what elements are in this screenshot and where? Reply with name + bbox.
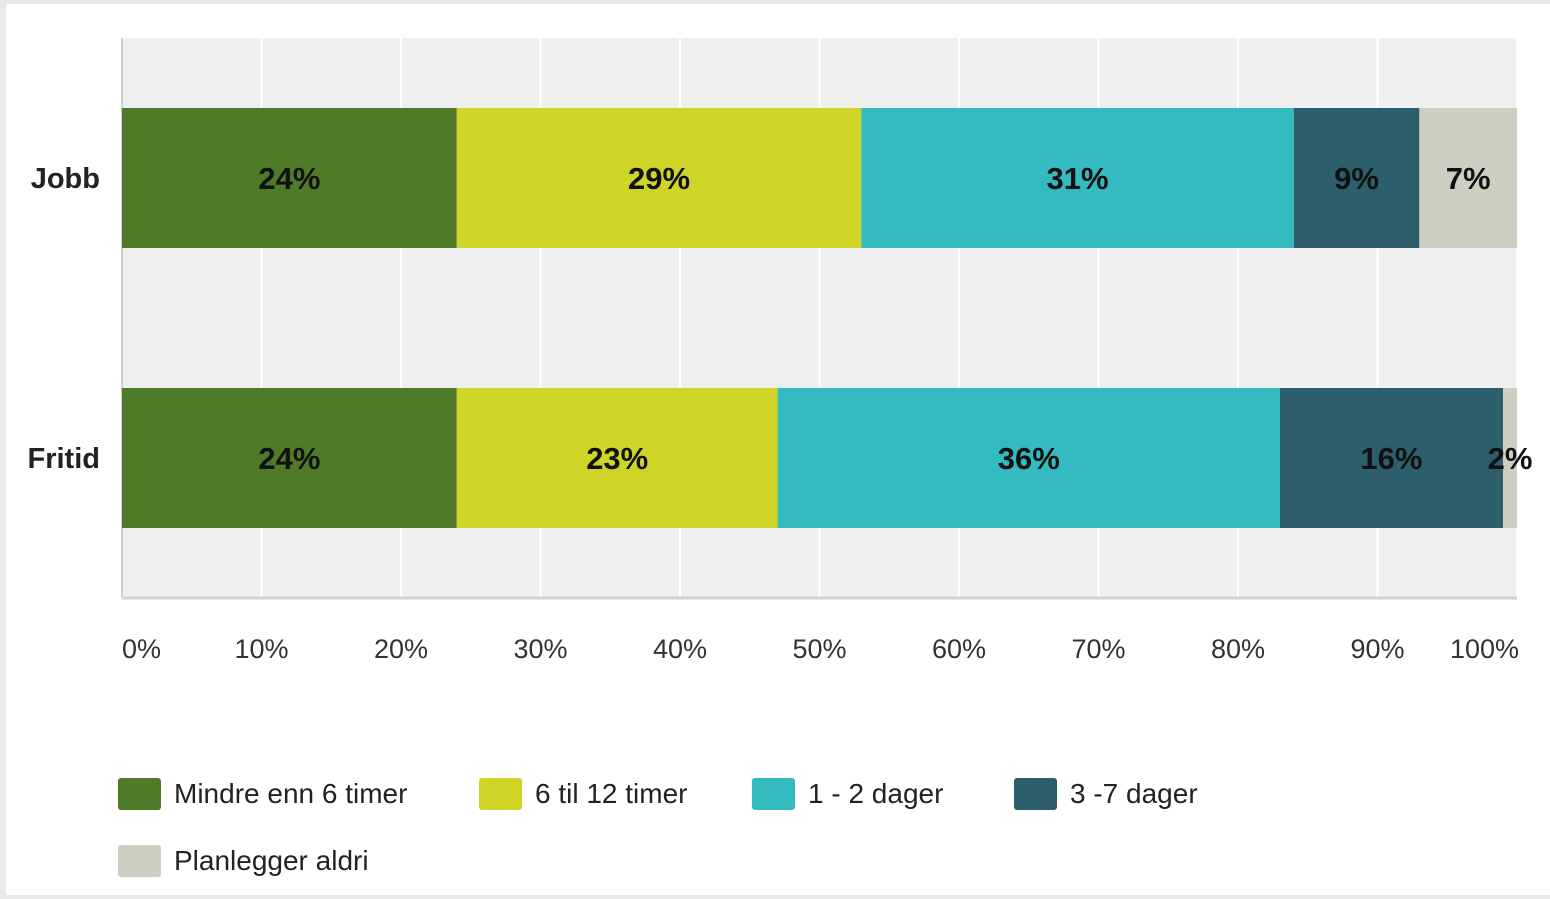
bar-segment [122, 388, 457, 528]
bar-segment [861, 108, 1294, 248]
legend-swatch [752, 778, 795, 810]
bar-segment [1279, 388, 1504, 528]
x-tick-label: 60% [932, 634, 986, 664]
data-label: 23% [586, 441, 648, 476]
legend-label: 1 - 2 dager [808, 778, 943, 809]
x-tick-label: 100% [1450, 634, 1519, 664]
legend-label: 3 -7 dager [1070, 778, 1198, 809]
x-tick-label: 50% [792, 634, 846, 664]
x-tick-labels: 0% 10% 20% 30% 40% 50% 60% 70% 80% 90% 100% [122, 634, 1519, 664]
bar-segment [1503, 388, 1517, 528]
value-labels: 24% 29% 31% 9% 7% 24% 23% 36% 16% 2% [258, 161, 1532, 476]
x-tick-label: 0% [122, 634, 161, 664]
x-tick-label: 40% [653, 634, 707, 664]
data-label: 24% [258, 161, 320, 196]
data-label: 36% [998, 441, 1060, 476]
bar-segment [1419, 108, 1517, 248]
bar-segment [122, 108, 457, 248]
data-label: 16% [1360, 441, 1422, 476]
x-tick-label: 30% [513, 634, 567, 664]
legend-label: 6 til 12 timer [535, 778, 688, 809]
data-label: 2% [1488, 441, 1533, 476]
legend-swatch [118, 845, 161, 877]
data-label: 7% [1446, 161, 1491, 196]
x-tick-label: 10% [234, 634, 288, 664]
bars [122, 108, 1517, 528]
bar-segment [777, 388, 1280, 528]
x-tick-label: 80% [1211, 634, 1265, 664]
bar-segment [1293, 108, 1420, 248]
bar-segment [456, 108, 862, 248]
category-label: Jobb [31, 163, 100, 195]
data-label: 24% [258, 441, 320, 476]
legend: Mindre enn 6 timer 6 til 12 timer 1 - 2 da… [118, 778, 1198, 877]
legend-label: Planlegger aldri [174, 845, 369, 876]
legend-label: Mindre enn 6 timer [174, 778, 407, 809]
legend-swatch [479, 778, 522, 810]
chart-frame: 24% 29% 31% 9% 7% 24% 23% 36% 16% 2% Jobb Fritid 0… [6, 4, 1550, 895]
x-tick-label: 90% [1350, 634, 1404, 664]
category-label: Fritid [28, 443, 101, 475]
x-tick-label: 20% [374, 634, 428, 664]
data-label: 29% [628, 161, 690, 196]
category-labels: Jobb Fritid [28, 163, 101, 475]
stacked-bar-chart: 24% 29% 31% 9% 7% 24% 23% 36% 16% 2% Jobb Fritid 0… [28, 38, 1532, 877]
bar-segment [456, 388, 778, 528]
legend-swatch [118, 778, 161, 810]
x-tick-label: 70% [1071, 634, 1125, 664]
data-label: 9% [1334, 161, 1379, 196]
legend-swatch [1014, 778, 1057, 810]
data-label: 31% [1047, 161, 1109, 196]
